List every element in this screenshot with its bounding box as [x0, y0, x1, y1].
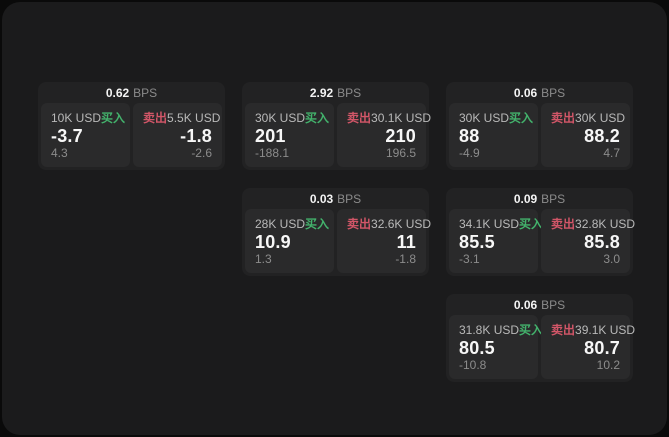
- sell-delta: -1.8: [395, 252, 416, 266]
- sell-quote-cell[interactable]: 卖出 39.1K USD 80.7 10.2: [541, 315, 635, 379]
- sell-quote-cell[interactable]: 卖出 32.6K USD 11 -1.8: [337, 209, 431, 273]
- quote-cells: 30K USD 买入 201 -188.1 卖出 30.1K USD 210 1…: [245, 103, 431, 167]
- sell-price: 85.8: [584, 232, 620, 252]
- sell-delta: -2.6: [191, 146, 212, 160]
- buy-side-badge: 买入: [519, 217, 544, 231]
- sell-delta: 10.2: [596, 358, 620, 372]
- buy-amount: 10K USD: [51, 111, 102, 125]
- quote-cells: 31.8K USD 买入 80.5 -10.8 卖出 39.1K USD 80.…: [449, 315, 635, 379]
- quotes-grid: 0.62 BPS 10K USD 买入 -3.7 4.3 卖出 5.5K USD…: [38, 82, 635, 382]
- sell-quote-cell[interactable]: 卖出 30.1K USD 210 196.5: [337, 103, 431, 167]
- quote-cells: 10K USD 买入 -3.7 4.3 卖出 5.5K USD -1.8 -2.…: [41, 103, 222, 167]
- spread-value: 0.06: [513, 85, 538, 100]
- spread-header: 0.06 BPS: [449, 82, 630, 103]
- spread-header: 0.09 BPS: [449, 188, 630, 209]
- quote-panel[interactable]: 0.06 BPS 30K USD 买入 88 -4.9 卖出 30K USD 8…: [446, 82, 633, 170]
- sell-side-badge: 卖出: [347, 111, 372, 125]
- spread-header: 0.06 BPS: [449, 294, 630, 315]
- buy-quote-cell[interactable]: 31.8K USD 买入 80.5 -10.8: [449, 315, 543, 379]
- buy-price: 88: [459, 126, 480, 146]
- sell-amount: 32.8K USD: [575, 217, 636, 231]
- sell-price: 210: [385, 126, 416, 146]
- quote-cells: 30K USD 买入 88 -4.9 卖出 30K USD 88.2 4.7: [449, 103, 630, 167]
- spread-unit: BPS: [541, 85, 566, 100]
- spread-unit: BPS: [541, 297, 566, 312]
- spread-unit: BPS: [133, 85, 158, 100]
- quote-panel[interactable]: 2.92 BPS 30K USD 买入 201 -188.1 卖出 30.1K …: [242, 82, 431, 170]
- buy-quote-cell[interactable]: 28K USD 买入 10.9 1.3: [245, 209, 334, 273]
- quote-panel[interactable]: 0.09 BPS 34.1K USD 买入 85.5 -3.1 卖出 32.8K…: [446, 188, 635, 276]
- sell-price: 11: [396, 232, 416, 252]
- sell-side-badge: 卖出: [143, 111, 168, 125]
- buy-price: 10.9: [255, 232, 291, 252]
- buy-price: 80.5: [459, 338, 495, 358]
- buy-price: 85.5: [459, 232, 495, 252]
- spread-header: 2.92 BPS: [245, 82, 426, 103]
- sell-delta: 4.7: [603, 146, 620, 160]
- buy-price: 201: [255, 126, 286, 146]
- buy-side-badge: 买入: [519, 323, 544, 337]
- sell-amount: 5.5K USD: [167, 111, 221, 125]
- spread-unit: BPS: [337, 191, 362, 206]
- buy-delta: -10.8: [459, 358, 487, 372]
- spread-value: 2.92: [309, 85, 334, 100]
- sell-quote-cell[interactable]: 卖出 5.5K USD -1.8 -2.6: [133, 103, 222, 167]
- buy-quote-cell[interactable]: 34.1K USD 买入 85.5 -3.1: [449, 209, 543, 273]
- buy-amount: 30K USD: [459, 111, 510, 125]
- buy-delta: 1.3: [255, 252, 272, 266]
- sell-amount: 30.1K USD: [371, 111, 432, 125]
- quote-cells: 34.1K USD 买入 85.5 -3.1 卖出 32.8K USD 85.8…: [449, 209, 635, 273]
- buy-amount: 31.8K USD: [459, 323, 520, 337]
- sell-price: 88.2: [584, 126, 620, 146]
- sell-delta: 3.0: [603, 252, 620, 266]
- buy-quote-cell[interactable]: 30K USD 买入 201 -188.1: [245, 103, 334, 167]
- buy-side-badge: 买入: [101, 111, 126, 125]
- buy-delta: -188.1: [255, 146, 290, 160]
- spread-unit: BPS: [541, 191, 566, 206]
- buy-price: -3.7: [51, 126, 83, 146]
- buy-delta: -3.1: [459, 252, 480, 266]
- buy-quote-cell[interactable]: 10K USD 买入 -3.7 4.3: [41, 103, 130, 167]
- spread-unit: BPS: [337, 85, 362, 100]
- sell-amount: 32.6K USD: [371, 217, 432, 231]
- quote-cells: 28K USD 买入 10.9 1.3 卖出 32.6K USD 11 -1.8: [245, 209, 431, 273]
- sell-side-badge: 卖出: [551, 217, 576, 231]
- buy-delta: -4.9: [459, 146, 480, 160]
- quote-panel[interactable]: 0.62 BPS 10K USD 买入 -3.7 4.3 卖出 5.5K USD…: [38, 82, 225, 170]
- buy-amount: 30K USD: [255, 111, 306, 125]
- sell-price: 80.7: [584, 338, 620, 358]
- buy-amount: 34.1K USD: [459, 217, 520, 231]
- sell-side-badge: 卖出: [551, 323, 576, 337]
- sell-quote-cell[interactable]: 卖出 30K USD 88.2 4.7: [541, 103, 630, 167]
- spread-header: 0.62 BPS: [41, 82, 222, 103]
- sell-delta: 196.5: [385, 146, 416, 160]
- sell-price: -1.8: [180, 126, 212, 146]
- buy-side-badge: 买入: [509, 111, 534, 125]
- sell-amount: 39.1K USD: [575, 323, 636, 337]
- spread-value: 0.06: [513, 297, 538, 312]
- quote-panel[interactable]: 0.06 BPS 31.8K USD 买入 80.5 -10.8 卖出 39.1…: [446, 294, 635, 382]
- spread-value: 0.03: [309, 191, 334, 206]
- buy-side-badge: 买入: [305, 111, 330, 125]
- spread-value: 0.09: [513, 191, 538, 206]
- sell-side-badge: 卖出: [347, 217, 372, 231]
- sell-amount: 30K USD: [575, 111, 626, 125]
- spread-value: 0.62: [105, 85, 130, 100]
- buy-amount: 28K USD: [255, 217, 306, 231]
- buy-quote-cell[interactable]: 30K USD 买入 88 -4.9: [449, 103, 538, 167]
- buy-delta: 4.3: [51, 146, 68, 160]
- buy-side-badge: 买入: [305, 217, 330, 231]
- spread-header: 0.03 BPS: [245, 188, 426, 209]
- sell-side-badge: 卖出: [551, 111, 576, 125]
- sell-quote-cell[interactable]: 卖出 32.8K USD 85.8 3.0: [541, 209, 635, 273]
- quote-panel[interactable]: 0.03 BPS 28K USD 买入 10.9 1.3 卖出 32.6K US…: [242, 188, 431, 276]
